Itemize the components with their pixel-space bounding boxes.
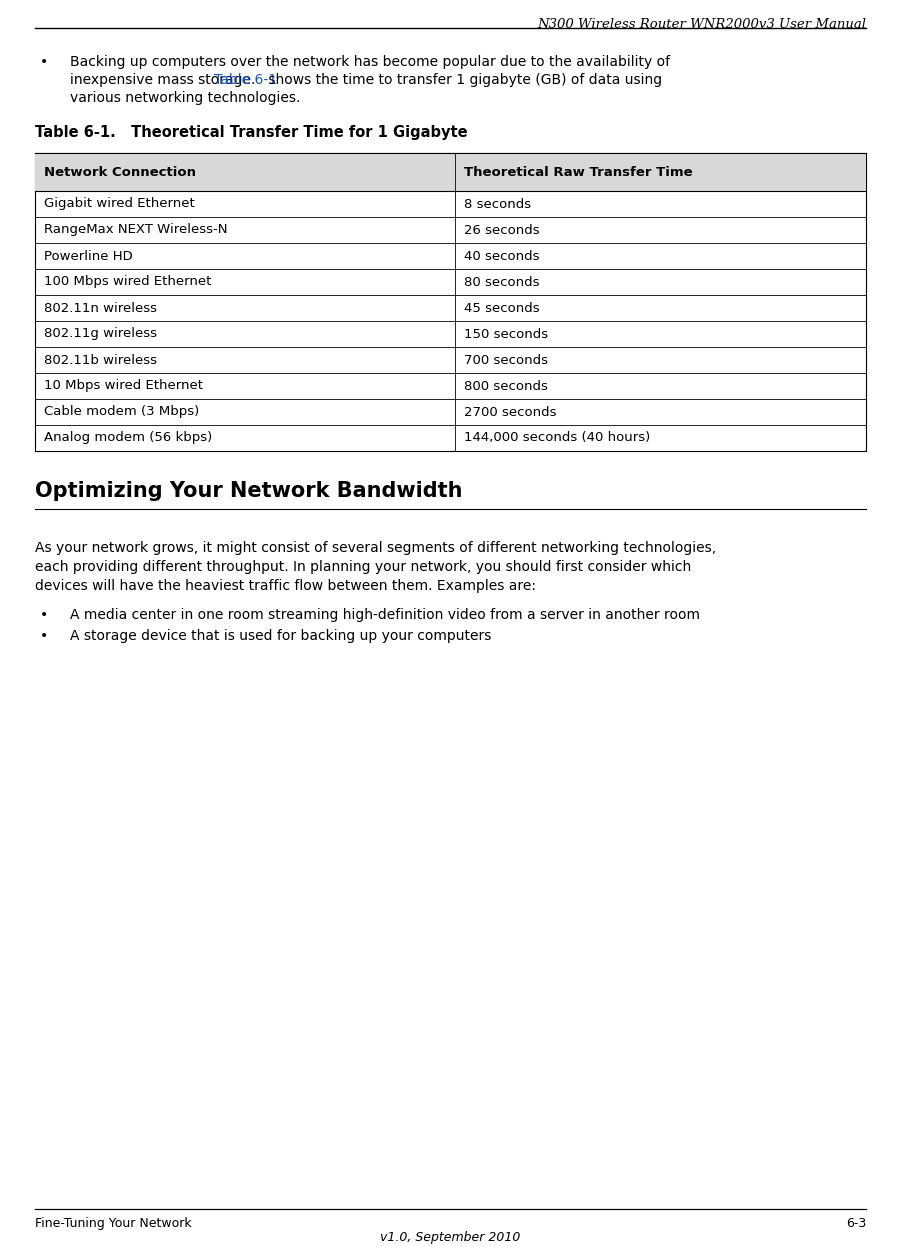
Text: Fine-Tuning Your Network: Fine-Tuning Your Network xyxy=(35,1217,192,1230)
Text: A media center in one room streaming high-definition video from a server in anot: A media center in one room streaming hig… xyxy=(70,609,700,622)
Text: 802.11n wireless: 802.11n wireless xyxy=(44,302,157,314)
Bar xyxy=(35,153,866,451)
Text: Cable modem (3 Mbps): Cable modem (3 Mbps) xyxy=(44,405,199,419)
Text: 2700 seconds: 2700 seconds xyxy=(464,405,556,419)
Bar xyxy=(35,153,866,191)
Text: 700 seconds: 700 seconds xyxy=(464,353,548,367)
Text: 10 Mbps wired Ethernet: 10 Mbps wired Ethernet xyxy=(44,379,203,393)
Text: each providing different throughput. In planning your network, you should first : each providing different throughput. In … xyxy=(35,560,691,574)
Text: various networking technologies.: various networking technologies. xyxy=(70,91,300,105)
Text: 80 seconds: 80 seconds xyxy=(464,276,539,288)
Text: 26 seconds: 26 seconds xyxy=(464,223,540,237)
Text: A storage device that is used for backing up your computers: A storage device that is used for backin… xyxy=(70,628,491,643)
Text: 45 seconds: 45 seconds xyxy=(464,302,540,314)
Text: shows the time to transfer 1 gigabyte (GB) of data using: shows the time to transfer 1 gigabyte (G… xyxy=(264,74,662,87)
Text: Network Connection: Network Connection xyxy=(44,166,196,178)
Text: •: • xyxy=(40,628,49,643)
Text: 6-3: 6-3 xyxy=(846,1217,866,1230)
Text: Table 6-1: Table 6-1 xyxy=(214,74,278,87)
Text: Powerline HD: Powerline HD xyxy=(44,249,132,263)
Text: RangeMax NEXT Wireless-N: RangeMax NEXT Wireless-N xyxy=(44,223,227,237)
Text: 100 Mbps wired Ethernet: 100 Mbps wired Ethernet xyxy=(44,276,212,288)
Text: Backing up computers over the network has become popular due to the availability: Backing up computers over the network ha… xyxy=(70,55,670,69)
Text: 802.11g wireless: 802.11g wireless xyxy=(44,328,157,340)
Text: As your network grows, it might consist of several segments of different network: As your network grows, it might consist … xyxy=(35,541,716,555)
Text: Analog modem (56 kbps): Analog modem (56 kbps) xyxy=(44,431,213,444)
Text: 144,000 seconds (40 hours): 144,000 seconds (40 hours) xyxy=(464,431,650,444)
Text: Optimizing Your Network Bandwidth: Optimizing Your Network Bandwidth xyxy=(35,481,462,501)
Text: 800 seconds: 800 seconds xyxy=(464,379,548,393)
Text: N300 Wireless Router WNR2000v3 User Manual: N300 Wireless Router WNR2000v3 User Manu… xyxy=(537,17,866,31)
Text: 8 seconds: 8 seconds xyxy=(464,197,531,211)
Text: •: • xyxy=(40,55,49,69)
Text: inexpensive mass storage.: inexpensive mass storage. xyxy=(70,74,259,87)
Text: Gigabit wired Ethernet: Gigabit wired Ethernet xyxy=(44,197,195,211)
Text: 802.11b wireless: 802.11b wireless xyxy=(44,353,157,367)
Text: 150 seconds: 150 seconds xyxy=(464,328,548,340)
Text: devices will have the heaviest traffic flow between them. Examples are:: devices will have the heaviest traffic f… xyxy=(35,579,536,594)
Text: Theoretical Raw Transfer Time: Theoretical Raw Transfer Time xyxy=(464,166,692,178)
Text: •: • xyxy=(40,609,49,622)
Text: 40 seconds: 40 seconds xyxy=(464,249,539,263)
Text: v1.0, September 2010: v1.0, September 2010 xyxy=(380,1231,521,1245)
Text: Table 6-1.   Theoretical Transfer Time for 1 Gigabyte: Table 6-1. Theoretical Transfer Time for… xyxy=(35,125,468,140)
